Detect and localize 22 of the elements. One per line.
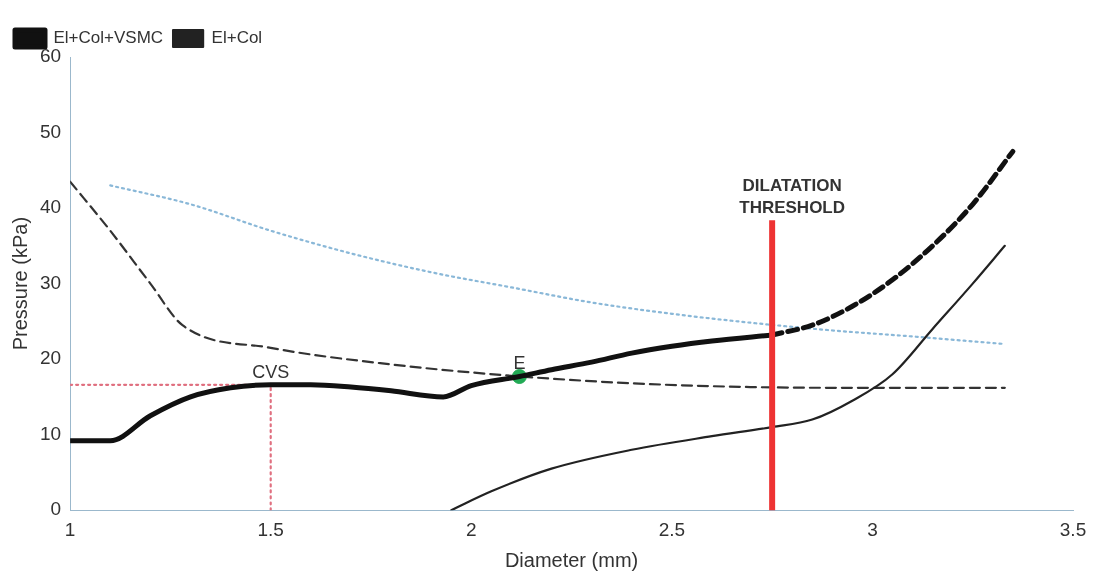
y-tick-label: 40 <box>39 196 62 218</box>
y-tick-label: 0 <box>50 498 62 520</box>
legend-label: El+Col <box>211 28 263 48</box>
x-tick-label: 2.5 <box>658 518 686 540</box>
x-tick-label: 1 <box>64 518 76 540</box>
legend-label: El+Col+VSMC <box>53 28 164 48</box>
y-axis-title: Pressure (kPa) <box>8 216 31 351</box>
x-tick-label: 1.5 <box>257 518 284 540</box>
y-tick-label: 30 <box>39 271 62 293</box>
y-tick-label: 20 <box>39 347 62 369</box>
x-tick-label: 3.5 <box>1059 518 1087 540</box>
ref-line-label: DILATATION THRESHOLD <box>739 175 846 217</box>
y-tick-label: 50 <box>39 120 62 142</box>
x-axis-title: Diameter (mm) <box>504 548 639 571</box>
x-tick-label: 3 <box>867 518 878 540</box>
y-tick-label: 10 <box>39 422 62 444</box>
y-tick-label: 60 <box>39 45 62 67</box>
annotation: CVS <box>252 361 290 382</box>
line-series <box>70 180 1006 389</box>
x-tick-label: 2 <box>465 518 477 540</box>
line-series <box>450 244 1006 511</box>
annotation: E <box>513 353 526 374</box>
